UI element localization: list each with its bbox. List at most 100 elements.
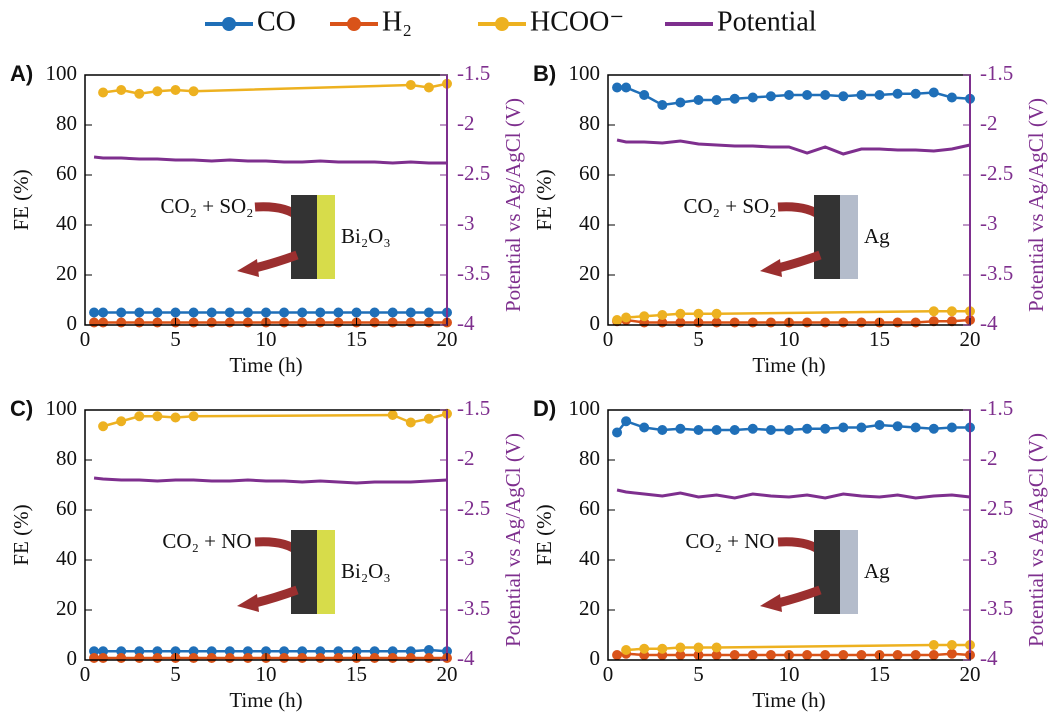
data-point — [675, 650, 686, 660]
data-point — [838, 650, 849, 660]
data-point — [387, 307, 398, 318]
data-point — [152, 86, 163, 97]
data-point — [423, 307, 434, 318]
x-axis-label: Time (h) — [752, 688, 825, 712]
data-point — [621, 312, 632, 323]
data-point — [405, 417, 416, 428]
data-point — [387, 410, 398, 420]
x-tick-label: 5 — [693, 662, 704, 686]
data-point — [423, 82, 434, 93]
data-point — [711, 425, 722, 435]
data-point — [279, 653, 290, 663]
y2-tick-label: -3 — [457, 546, 475, 570]
data-point — [928, 423, 939, 434]
y-tick-label: 0 — [67, 646, 78, 670]
data-point — [116, 653, 127, 663]
data-point — [369, 653, 380, 663]
legend-label: H₂ — [382, 6, 412, 37]
potential-line — [93, 476, 448, 485]
data-point — [639, 90, 650, 100]
data-point — [89, 653, 100, 663]
electrode-layer — [317, 530, 335, 614]
y-tick-label: 40 — [579, 546, 600, 570]
data-point — [675, 97, 686, 108]
plot-frame — [607, 409, 971, 661]
data-point — [765, 425, 776, 435]
data-point — [134, 88, 145, 99]
y-tick-label: 0 — [590, 646, 601, 670]
data-point — [892, 317, 903, 328]
y2-tick-label: -4 — [457, 311, 475, 335]
annotation: CO₂ + NO — [162, 529, 251, 553]
data-point — [134, 317, 145, 328]
x-axis-label: Time (h) — [229, 688, 302, 712]
electrode-fibers — [291, 195, 317, 279]
data-point — [224, 317, 235, 328]
arrow-out — [776, 585, 822, 608]
data-point — [89, 317, 100, 328]
data-point — [242, 307, 253, 318]
electrode-layer — [840, 530, 858, 614]
x-tick-label: 20 — [437, 662, 458, 686]
data-point — [612, 427, 623, 438]
data-point — [423, 653, 434, 663]
data-point — [315, 317, 326, 328]
x-tick-label: 0 — [603, 662, 614, 686]
data-point — [874, 90, 885, 100]
data-point — [134, 411, 145, 422]
data-point — [729, 93, 740, 104]
electrode-label: Bi₂O₃ — [341, 224, 391, 248]
data-point — [188, 317, 199, 328]
y2-axis-label: Potential vs Ag/AgCl (V) — [1024, 98, 1048, 312]
y-tick-label: 80 — [579, 111, 600, 135]
y2-axis-label: Potential vs Ag/AgCl (V) — [501, 433, 525, 647]
data-point — [675, 317, 686, 328]
data-point — [116, 317, 127, 328]
data-point — [423, 317, 434, 328]
electrode-label: Ag — [864, 559, 890, 583]
electrode-label: Bi₂O₃ — [341, 559, 391, 583]
data-point — [657, 643, 668, 654]
data-point — [765, 317, 776, 328]
y2-tick-label: -2 — [980, 111, 998, 135]
y2-tick-label: -3.5 — [457, 261, 490, 285]
data-point — [784, 90, 794, 100]
data-point — [765, 650, 776, 660]
y2-tick-label: -2 — [457, 111, 475, 135]
data-point — [242, 653, 253, 663]
data-point — [820, 317, 831, 328]
plot-frame — [84, 74, 448, 326]
data-point — [351, 307, 362, 318]
data-point — [874, 420, 885, 430]
data-point — [369, 317, 380, 328]
arrow-head — [237, 594, 259, 612]
x-tick-label: 0 — [80, 327, 91, 351]
y-axis-label: FE (%) — [532, 169, 556, 230]
data-point — [729, 425, 740, 435]
data-point — [297, 317, 308, 328]
data-point — [423, 413, 434, 424]
y2-tick-label: -4 — [980, 646, 998, 670]
data-point — [802, 317, 813, 328]
annotation: CO₂ + SO₂ — [683, 194, 776, 218]
data-point — [261, 307, 271, 318]
y2-tick-label: -3 — [457, 211, 475, 235]
annotation: CO₂ + SO₂ — [160, 194, 253, 218]
y2-tick-label: -1.5 — [980, 61, 1013, 85]
data-point — [621, 82, 632, 93]
x-tick-label: 0 — [80, 662, 91, 686]
data-point — [639, 311, 650, 322]
data-point — [820, 90, 831, 100]
data-point — [892, 650, 903, 660]
y-tick-label: 80 — [56, 446, 77, 470]
y-tick-label: 80 — [579, 446, 600, 470]
y2-tick-label: -2 — [457, 446, 475, 470]
data-point — [242, 317, 253, 328]
data-point — [747, 317, 758, 328]
x-tick-label: 15 — [346, 662, 367, 686]
data-point — [657, 310, 668, 320]
y2-axis-label: Potential vs Ag/AgCl (V) — [1024, 433, 1048, 647]
data-point — [784, 425, 794, 435]
y2-tick-label: -1.5 — [457, 396, 490, 420]
